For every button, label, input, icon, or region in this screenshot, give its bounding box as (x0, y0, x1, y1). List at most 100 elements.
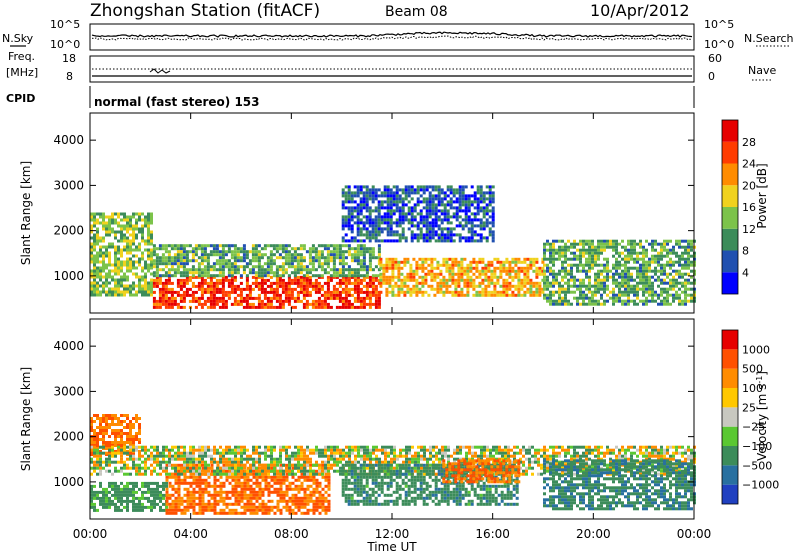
heatmap-cell (267, 505, 271, 509)
heatmap-cell (353, 274, 357, 278)
heatmap-cell (428, 212, 432, 216)
heatmap-cell (236, 302, 240, 306)
heatmap-cell (114, 269, 117, 273)
heatmap-cell (147, 215, 150, 219)
heatmap-cell (132, 239, 135, 243)
heatmap-cell (449, 221, 453, 225)
heatmap-cell (621, 299, 624, 303)
heatmap-cell (502, 269, 506, 273)
heatmap-cell (111, 445, 114, 449)
station-title: Zhongshan Station (fitACF) (90, 1, 320, 21)
heatmap-cell (282, 499, 286, 503)
heatmap-cell (162, 460, 165, 464)
heatmap-cell (164, 281, 168, 285)
heatmap-cell (359, 200, 363, 204)
heatmap-cell (177, 466, 180, 470)
heatmap-cell (564, 245, 567, 249)
heatmap-cell (582, 254, 585, 258)
heatmap-cell (350, 194, 354, 198)
heatmap-cell (368, 262, 372, 266)
heatmap-cell (222, 496, 226, 500)
heatmap-cell (654, 269, 657, 273)
heatmap-cell (173, 296, 177, 300)
heatmap-cell (341, 281, 345, 285)
heatmap-cell (195, 469, 198, 473)
heatmap-cell (645, 239, 648, 243)
heatmap-cell (481, 281, 485, 285)
heatmap-cell (564, 287, 567, 291)
heatmap-cell (380, 218, 384, 222)
heatmap-cell (174, 445, 177, 449)
heatmap-cell (368, 259, 372, 263)
heatmap-cell (260, 287, 264, 291)
heatmap-cell (291, 487, 295, 491)
heatmap-cell (690, 293, 693, 297)
heatmap-cell (636, 302, 639, 306)
heatmap-cell (114, 469, 117, 473)
heatmap-cell (195, 511, 199, 515)
heatmap-cell (421, 263, 425, 267)
heatmap-cell (206, 290, 210, 294)
heatmap-cell (129, 287, 132, 291)
heatmap-cell (675, 281, 678, 285)
heatmap-cell (398, 236, 402, 240)
heatmap-cell (182, 299, 186, 303)
heatmap-cell (317, 299, 321, 303)
heatmap-cell (436, 281, 440, 285)
heatmap-cell (543, 296, 546, 300)
heatmap-cell (293, 299, 297, 303)
heatmap-cell (615, 242, 618, 246)
heatmap-cell (359, 287, 363, 291)
heatmap-cell (421, 275, 425, 279)
heatmap-cell (96, 284, 99, 288)
heatmap-cell (350, 275, 354, 279)
heatmap-cell (368, 239, 372, 243)
heatmap-cell (302, 302, 306, 306)
freq-label: Freq. (8, 50, 35, 63)
heatmap-cell (491, 206, 495, 210)
heatmap-cell (488, 221, 492, 225)
heatmap-cell (482, 209, 486, 213)
heatmap-cell (505, 260, 509, 264)
heatmap-cell (341, 203, 345, 207)
heatmap-cell (213, 478, 217, 482)
heatmap-cell (252, 472, 256, 476)
heatmap-cell (612, 254, 615, 258)
heatmap-cell (458, 185, 462, 189)
heatmap-cell (431, 230, 435, 234)
heatmap-cell (212, 284, 216, 288)
heatmap-cell (297, 478, 301, 482)
heatmap-cell (282, 481, 286, 485)
heatmap-cell (440, 218, 444, 222)
heatmap-cell (597, 272, 600, 276)
heatmap-cell (388, 263, 392, 267)
heatmap-cell (416, 239, 420, 243)
heatmap-cell (102, 290, 105, 294)
heatmap-cell (326, 281, 330, 285)
heatmap-cell (380, 221, 384, 225)
heatmap-cell (263, 262, 267, 266)
heatmap-cell (203, 281, 207, 285)
heatmap-cell (564, 275, 567, 279)
heatmap-cell (386, 221, 390, 225)
heatmap-cell (371, 256, 375, 260)
heatmap-cell (102, 502, 105, 506)
heatmap-cell (440, 233, 444, 237)
heatmap-cell (538, 293, 542, 297)
heatmap-cell (356, 215, 360, 219)
heatmap-cell (252, 469, 256, 473)
heatmap-cell (138, 263, 141, 267)
heatmap-cell (191, 253, 195, 257)
heatmap-cell (591, 242, 594, 246)
heatmap-cell (150, 508, 153, 512)
heatmap-cell (309, 484, 313, 488)
heatmap-cell (90, 251, 93, 255)
heatmap-cell (314, 259, 318, 263)
heatmap-cell (675, 260, 678, 264)
heatmap-cell (410, 206, 414, 210)
heatmap-cell (431, 209, 435, 213)
heatmap-cell (344, 268, 348, 272)
heatmap-cell (299, 299, 303, 303)
heatmap-cell (636, 257, 639, 261)
heatmap-cell (159, 454, 162, 458)
